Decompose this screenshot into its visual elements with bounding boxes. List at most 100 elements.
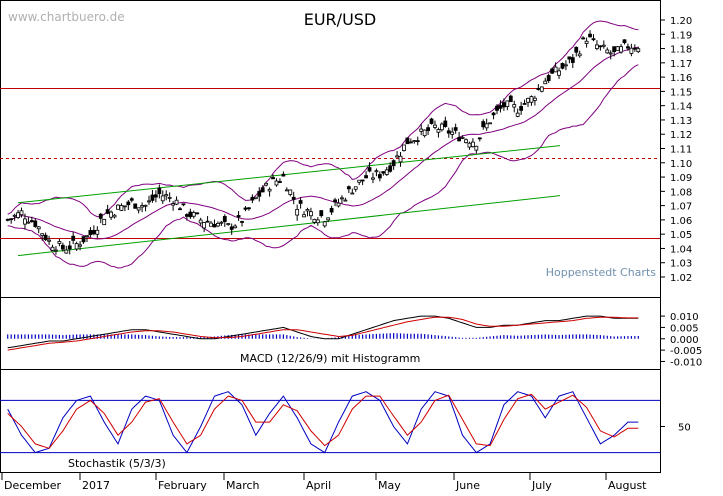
candle-body [133,203,138,209]
candle-body [91,230,96,235]
candle-body [560,63,565,69]
candle-body [19,210,24,216]
candle-body [450,131,455,135]
stochastic-lines [0,391,660,454]
candle-body [588,33,592,38]
candle-body [85,235,89,238]
source-label: Hoppenstedt Charts [546,266,657,279]
candle-body [550,68,555,74]
candle-body [519,106,524,111]
candle-body [102,218,107,226]
candle-body [457,137,462,142]
candle-body [364,175,368,179]
candle-body [240,221,244,223]
candle-body [446,130,451,134]
candle-body [343,199,348,202]
candle-body [243,207,248,210]
macd-tick-label: -0.005 [670,346,702,357]
candle-body [212,223,217,228]
month-label: March [226,479,260,492]
candle-body [539,86,544,92]
month-label: 2017 [82,479,110,492]
watermark: www.chartbuero.de [8,10,125,24]
candle-body [178,208,182,211]
candle-body [109,211,113,218]
candle-body [557,70,561,76]
candle-body [16,212,20,218]
month-label: April [306,479,331,492]
candle-body [298,200,303,204]
candle-body [33,220,38,227]
trendlines [17,145,561,257]
candle-body [626,46,630,49]
candle-body [498,105,503,109]
candle-body [60,244,65,250]
candle-body [357,179,362,183]
candle-body [605,49,610,54]
candle-body [105,209,110,214]
candle-body [577,53,582,57]
candle-body [171,203,176,206]
price-tick-label: 1.06 [670,216,692,227]
candle-body [505,100,510,107]
candle-body [629,47,634,54]
candle-body [29,220,34,222]
candle-body [436,129,441,133]
month-label: May [378,479,401,492]
candle-body [495,105,499,111]
bollinger-middle-band [7,46,639,240]
candle-body [598,45,603,48]
candle-body [160,195,165,202]
month-label: February [158,479,207,492]
candle-body [384,169,389,175]
trendline [17,145,561,204]
candle-body [329,208,334,213]
candle-body [381,171,386,174]
candle-body [526,97,530,103]
stochastic-tick-label: 50 [678,423,691,434]
candle-body [188,211,193,218]
candle-body [553,66,558,73]
candle-body [205,220,210,223]
candle-body [522,103,527,105]
candle-body [191,212,196,217]
candle-body [122,205,127,208]
horizontal-lines [0,88,660,239]
candle-body [460,137,465,139]
candle-body [353,186,358,190]
candle-body [74,243,79,250]
candle-body [274,180,279,186]
bollinger-bands [7,20,639,269]
candle-body [340,197,344,200]
candle-body [5,218,10,221]
price-tick-label: 1.16 [670,73,692,84]
candle-body [632,47,637,50]
chart-title: EUR/USD [304,10,377,29]
candle-body [305,209,310,212]
candle-body [147,200,151,203]
candle-body [167,196,172,199]
macd-tick-label: 0.005 [670,323,699,334]
candle-body [402,144,406,151]
candle-body [536,88,541,90]
candle-body [95,229,100,235]
candle-body [408,141,413,144]
candle-body [226,223,231,225]
candle-body [150,194,155,201]
candle-body [281,173,286,177]
candle-body [481,121,486,128]
candle-body [346,186,351,190]
candle-body [467,142,472,148]
candle-body [295,209,300,216]
stochastic-pane-frame [0,369,661,473]
candle-body [267,188,272,192]
price-tick-label: 1.05 [670,230,692,241]
candle-body [302,214,306,218]
candle-body [488,122,493,125]
candle-body [426,127,430,131]
candle-body [9,218,14,221]
candle-body [64,249,69,254]
candle-body [291,196,296,200]
candle-body [433,124,437,128]
